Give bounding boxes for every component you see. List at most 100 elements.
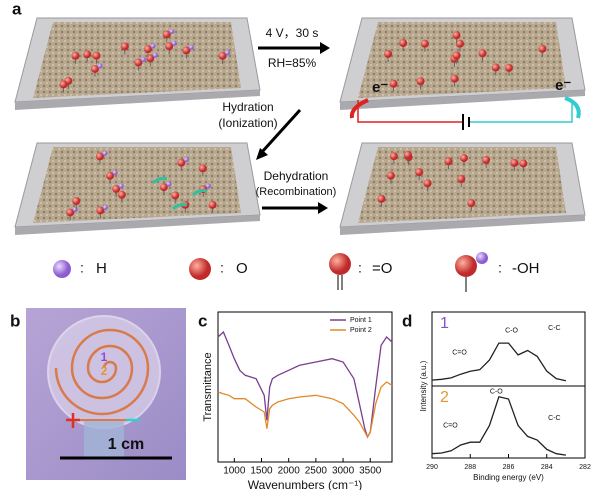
o-atom — [452, 31, 461, 40]
edge — [340, 90, 585, 110]
legend-label: H — [96, 260, 107, 277]
o-atom — [162, 30, 171, 39]
series-line — [217, 330, 393, 439]
edge — [15, 90, 260, 110]
motion — [151, 177, 168, 185]
arrow-head — [256, 148, 268, 160]
y-axis-label: Intensity (a.u.) — [419, 360, 428, 411]
o-atom — [159, 183, 168, 192]
x-tick-label: 290 — [426, 464, 438, 471]
h-atom — [102, 204, 108, 210]
h-atom — [171, 40, 177, 46]
oh-icon — [476, 252, 488, 264]
o-atom — [384, 49, 393, 58]
o-atom — [491, 63, 500, 72]
o-atom — [96, 206, 105, 215]
o-icon — [189, 258, 211, 280]
y-axis-label: Transmittance — [202, 352, 214, 421]
peak-label: C=O — [443, 422, 458, 429]
h-atom — [205, 183, 211, 189]
h-atom — [152, 52, 158, 58]
electron: e⁻ — [555, 77, 571, 94]
peak-label: C-O — [490, 389, 503, 396]
series-line — [431, 396, 566, 456]
wire — [470, 100, 573, 123]
o-atom — [420, 39, 429, 48]
o-atom — [177, 158, 186, 167]
legend-label: -OH — [512, 260, 540, 277]
peak-label: C-C — [548, 325, 560, 332]
x-tick-label: 1000 — [223, 466, 246, 477]
o-atom — [218, 51, 227, 60]
o-atom — [71, 51, 80, 60]
panel-label: c — [198, 311, 207, 330]
point-label: 2 — [101, 364, 108, 378]
arrow — [260, 108, 302, 154]
legend-label: O — [236, 260, 248, 277]
motion — [191, 189, 208, 197]
o-atom — [72, 197, 81, 206]
o-atom — [510, 158, 519, 167]
o-atom — [389, 152, 398, 161]
o-atom — [59, 80, 68, 89]
o-atom — [538, 44, 547, 53]
o-atom — [456, 39, 465, 48]
o-atom — [90, 64, 99, 73]
legend-sep: : — [220, 260, 224, 276]
x-tick-label: 284 — [541, 464, 553, 471]
subplot-label: 2 — [440, 389, 449, 406]
o-atom — [95, 152, 104, 161]
arrow-head — [318, 202, 328, 214]
plot-frame — [217, 311, 393, 463]
series-line — [217, 381, 393, 439]
o-atom — [519, 159, 528, 168]
o-atom — [505, 63, 514, 72]
o-atom — [120, 42, 129, 51]
h-atom — [72, 206, 78, 212]
electron: e⁻ — [372, 79, 388, 96]
o-atom — [467, 199, 476, 208]
h-icon — [53, 260, 71, 278]
o-atom — [117, 190, 126, 199]
stem — [84, 420, 124, 460]
o-atom — [83, 50, 92, 59]
o-atom — [389, 79, 398, 88]
oh-icon — [455, 255, 477, 277]
o-atom — [452, 51, 461, 60]
legend-label: Point 1 — [350, 317, 372, 324]
x-tick-label: 3000 — [332, 466, 355, 477]
o-atom — [92, 51, 101, 60]
o-atom — [403, 151, 412, 160]
o-atom — [457, 175, 466, 184]
membranes — [14, 17, 586, 235]
h-atom — [102, 150, 108, 156]
step-label: (Recombination) — [256, 186, 337, 198]
o-atom — [459, 154, 468, 163]
legend-sep: : — [80, 260, 84, 276]
condition: RH=85% — [268, 56, 317, 70]
x-tick-label: 2500 — [305, 466, 328, 477]
scale-label: 1 cm — [108, 436, 144, 453]
peak-label: C-O — [505, 327, 518, 334]
o-atom — [112, 184, 121, 193]
x-tick-label: 2000 — [278, 466, 301, 477]
o-atom — [134, 58, 143, 67]
condition: 4 V，30 s — [266, 26, 319, 40]
arrow — [349, 98, 369, 119]
h-atom — [140, 57, 146, 63]
x-axis-label: Wavenumbers (cm⁻¹) — [248, 478, 363, 490]
o-atom — [377, 194, 386, 203]
step-label: Hydration — [222, 100, 273, 114]
o-atom — [423, 179, 432, 188]
h-atom — [169, 28, 175, 34]
arrow-head — [320, 42, 330, 54]
o-atom — [198, 164, 207, 173]
o-atom — [165, 42, 174, 51]
panel-label: a — [12, 0, 22, 18]
o-atom — [386, 171, 395, 180]
legend-label: Point 2 — [350, 327, 372, 334]
x-tick-label: 3500 — [359, 466, 382, 477]
h-atom — [183, 157, 189, 163]
x-tick-label: 288 — [464, 464, 476, 471]
